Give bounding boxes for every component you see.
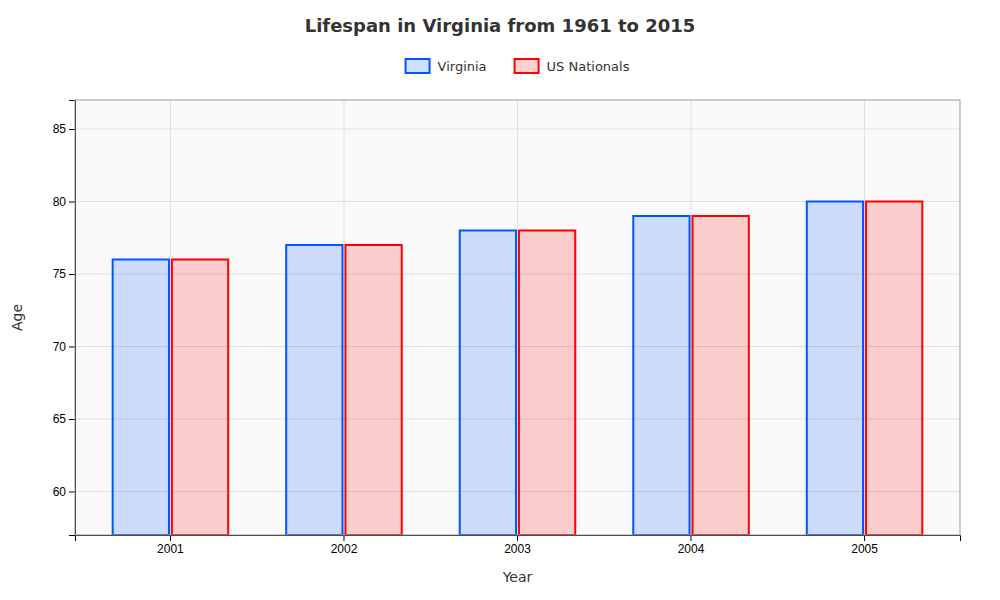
bar: [286, 245, 342, 535]
y-tick-label: 75: [53, 267, 67, 281]
y-tick-mark: [69, 419, 75, 420]
bar-series: [172, 202, 922, 536]
y-tick-label: 60: [53, 485, 67, 499]
x-tick-mark: [691, 535, 692, 541]
bar: [460, 231, 516, 536]
legend: Virginia US Nationals: [406, 59, 630, 74]
x-tick-mark: [170, 535, 171, 541]
y-tick: 70: [53, 340, 75, 354]
legend-item: Virginia: [406, 59, 487, 74]
y-tick: 60: [53, 485, 75, 499]
x-tick-label: 2003: [504, 542, 531, 556]
bars: [113, 202, 923, 536]
bar-series: [113, 202, 863, 536]
x-tick-mark: [864, 535, 865, 541]
y-tick-label: 80: [53, 195, 67, 209]
bar: [345, 245, 401, 535]
x-tick-mark: [517, 535, 518, 541]
y-tick-mark: [69, 492, 75, 493]
x-tick-label: 2004: [678, 542, 705, 556]
bar: [633, 216, 689, 535]
chart: 60 65 70 75 80 85 2001 2002 2003 2004 2005 Year Age L…: [0, 0, 1000, 600]
y-tick-mark: [69, 129, 75, 130]
legend-swatch: [515, 59, 539, 73]
x-axis-line: [76, 536, 961, 542]
x-tick: 2004: [678, 535, 705, 556]
x-tick-mark: [343, 535, 344, 541]
y-tick-label: 85: [53, 122, 67, 136]
plot-frame: [75, 100, 960, 535]
legend-label: US Nationals: [547, 59, 630, 74]
x-tick-label: 2002: [331, 542, 358, 556]
bar: [519, 231, 575, 536]
y-tick-mark: [69, 347, 75, 348]
y-tick-label: 65: [53, 412, 67, 426]
x-tick: 2001: [157, 535, 184, 556]
x-grid-line: [691, 100, 692, 535]
y-axis: 60 65 70 75 80 85: [53, 101, 76, 536]
bar: [172, 260, 228, 536]
x-grid-line: [343, 100, 344, 535]
bar: [693, 216, 749, 535]
y-tick: 85: [53, 122, 75, 136]
x-grid-line: [864, 100, 865, 535]
plot: 60 65 70 75 80 85 2001 2002 2003 2004 2005: [53, 100, 961, 556]
y-tick: 75: [53, 267, 75, 281]
x-grid-line: [517, 100, 518, 535]
x-axis-title: Year: [502, 569, 533, 585]
x-tick-label: 2001: [157, 542, 184, 556]
y-tick-label: 70: [53, 340, 67, 354]
y-axis-title: Age: [9, 304, 25, 331]
x-tick: 2005: [851, 535, 878, 556]
bar: [866, 202, 922, 536]
legend-label: Virginia: [438, 59, 487, 74]
y-tick-mark: [69, 274, 75, 275]
x-grid-line: [170, 100, 171, 535]
legend-swatch: [406, 59, 430, 73]
x-tick-label: 2005: [851, 542, 878, 556]
bar: [807, 202, 863, 536]
plot-background: [75, 100, 960, 535]
x-axis: 2001 2002 2003 2004 2005: [76, 535, 961, 556]
y-tick: 65: [53, 412, 75, 426]
grid: [75, 100, 960, 535]
title: Lifespan in Virginia from 1961 to 2015: [305, 15, 696, 36]
x-tick: 2003: [504, 535, 531, 556]
bar: [113, 260, 169, 536]
y-tick: 80: [53, 195, 75, 209]
y-tick-mark: [69, 202, 75, 203]
legend-item: US Nationals: [515, 59, 630, 74]
x-tick: 2002: [331, 535, 358, 556]
